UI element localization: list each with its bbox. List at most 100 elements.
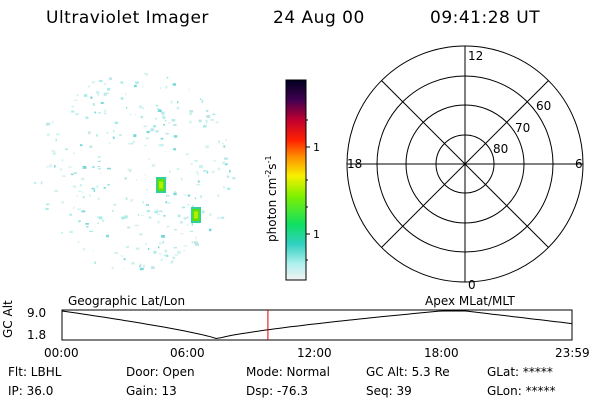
- image-speckle: [173, 123, 177, 126]
- altitude-timeline: [61, 309, 573, 341]
- image-speckle: [121, 216, 125, 220]
- image-speckle: [119, 134, 122, 136]
- image-speckle: [160, 144, 164, 147]
- image-speckle: [71, 106, 75, 108]
- image-speckle: [70, 173, 74, 176]
- image-speckle: [177, 250, 181, 254]
- image-speckle: [153, 250, 157, 254]
- image-speckle: [75, 113, 79, 115]
- image-speckle: [146, 130, 150, 134]
- image-speckle: [97, 93, 99, 97]
- image-speckle: [150, 128, 155, 132]
- image-speckle: [88, 131, 91, 135]
- image-speckle: [90, 96, 93, 99]
- image-speckle: [177, 101, 179, 104]
- image-speckle: [93, 189, 96, 192]
- image-speckle: [174, 254, 178, 256]
- mlt-label-18: 18: [347, 157, 362, 171]
- image-speckle: [157, 208, 159, 211]
- image-speckle: [200, 195, 202, 199]
- image-speckle: [194, 160, 198, 162]
- image-speckle: [185, 153, 189, 156]
- image-speckle: [45, 208, 49, 210]
- image-speckle: [193, 241, 198, 245]
- image-speckle: [100, 101, 104, 104]
- image-speckle: [161, 111, 165, 115]
- image-speckle: [112, 136, 115, 139]
- time-label: 09:41:28 UT: [430, 8, 541, 28]
- image-speckle: [99, 216, 103, 220]
- image-speckle: [49, 164, 53, 168]
- image-speckle: [180, 178, 183, 181]
- image-speckle: [215, 121, 219, 124]
- image-speckle: [156, 213, 160, 215]
- image-speckle: [205, 119, 208, 122]
- image-speckle: [181, 206, 185, 209]
- image-speckle: [132, 140, 136, 143]
- image-speckle: [201, 210, 205, 214]
- image-speckle: [183, 194, 186, 196]
- image-speckle: [158, 144, 161, 147]
- image-speckle: [88, 85, 90, 88]
- image-speckle: [190, 163, 193, 165]
- colorbar-tick-100: 100: [313, 141, 320, 154]
- image-speckle: [197, 172, 199, 176]
- image-speckle: [86, 226, 89, 228]
- image-speckle: [127, 168, 132, 171]
- image-speckle: [222, 161, 226, 165]
- dsp-status: Dsp: -76.3: [246, 384, 309, 398]
- image-speckle: [120, 97, 124, 100]
- image-speckle: [165, 85, 168, 89]
- image-speckle: [107, 87, 111, 91]
- image-speckle: [128, 143, 132, 145]
- image-speckle: [91, 187, 95, 190]
- colorbar: 100 10 photon cm-2s-1: [264, 79, 320, 281]
- image-speckle: [129, 170, 132, 172]
- image-speckle: [166, 226, 170, 228]
- image-speckle: [173, 192, 177, 196]
- image-speckle: [54, 189, 59, 193]
- image-speckle: [77, 241, 80, 244]
- lat-label-70: 70: [515, 121, 530, 135]
- image-speckle: [139, 233, 143, 236]
- image-speckle: [157, 220, 160, 224]
- image-speckle: [163, 214, 166, 217]
- image-speckle: [203, 170, 207, 172]
- image-speckle: [124, 177, 127, 180]
- image-speckle: [146, 73, 148, 76]
- image-speckle: [65, 148, 68, 150]
- image-speckle: [173, 135, 178, 138]
- image-speckle: [79, 184, 82, 187]
- image-speckle: [164, 249, 168, 253]
- image-speckle: [160, 137, 164, 140]
- image-speckle: [160, 258, 163, 261]
- image-speckle: [154, 118, 157, 120]
- image-speckle: [52, 120, 54, 124]
- image-speckle: [114, 252, 118, 254]
- image-speckle: [153, 125, 157, 128]
- image-speckle: [165, 255, 169, 257]
- image-speckle: [129, 113, 132, 115]
- image-speckle: [213, 160, 216, 162]
- image-speckle: [172, 256, 175, 259]
- image-speckle: [195, 243, 199, 246]
- image-speckle: [189, 113, 192, 115]
- polar-grid: 12 18 6 0 60 70 80: [346, 45, 584, 290]
- image-speckle: [113, 129, 115, 133]
- image-speckle: [144, 144, 147, 146]
- mlt-label-6: 6: [575, 157, 583, 171]
- image-speckle: [62, 175, 66, 177]
- image-speckle: [138, 213, 140, 217]
- image-speckle: [162, 117, 166, 119]
- uv-image-disk: [34, 73, 236, 271]
- image-speckle: [162, 240, 165, 244]
- image-speckle: [127, 226, 130, 229]
- image-speckle: [104, 112, 107, 115]
- image-speckle: [97, 222, 99, 225]
- image-speckle: [164, 150, 166, 153]
- image-speckle: [224, 163, 228, 166]
- image-speckle: [98, 112, 101, 114]
- image-speckle: [131, 142, 134, 145]
- image-speckle: [189, 110, 193, 113]
- image-speckle: [130, 198, 133, 202]
